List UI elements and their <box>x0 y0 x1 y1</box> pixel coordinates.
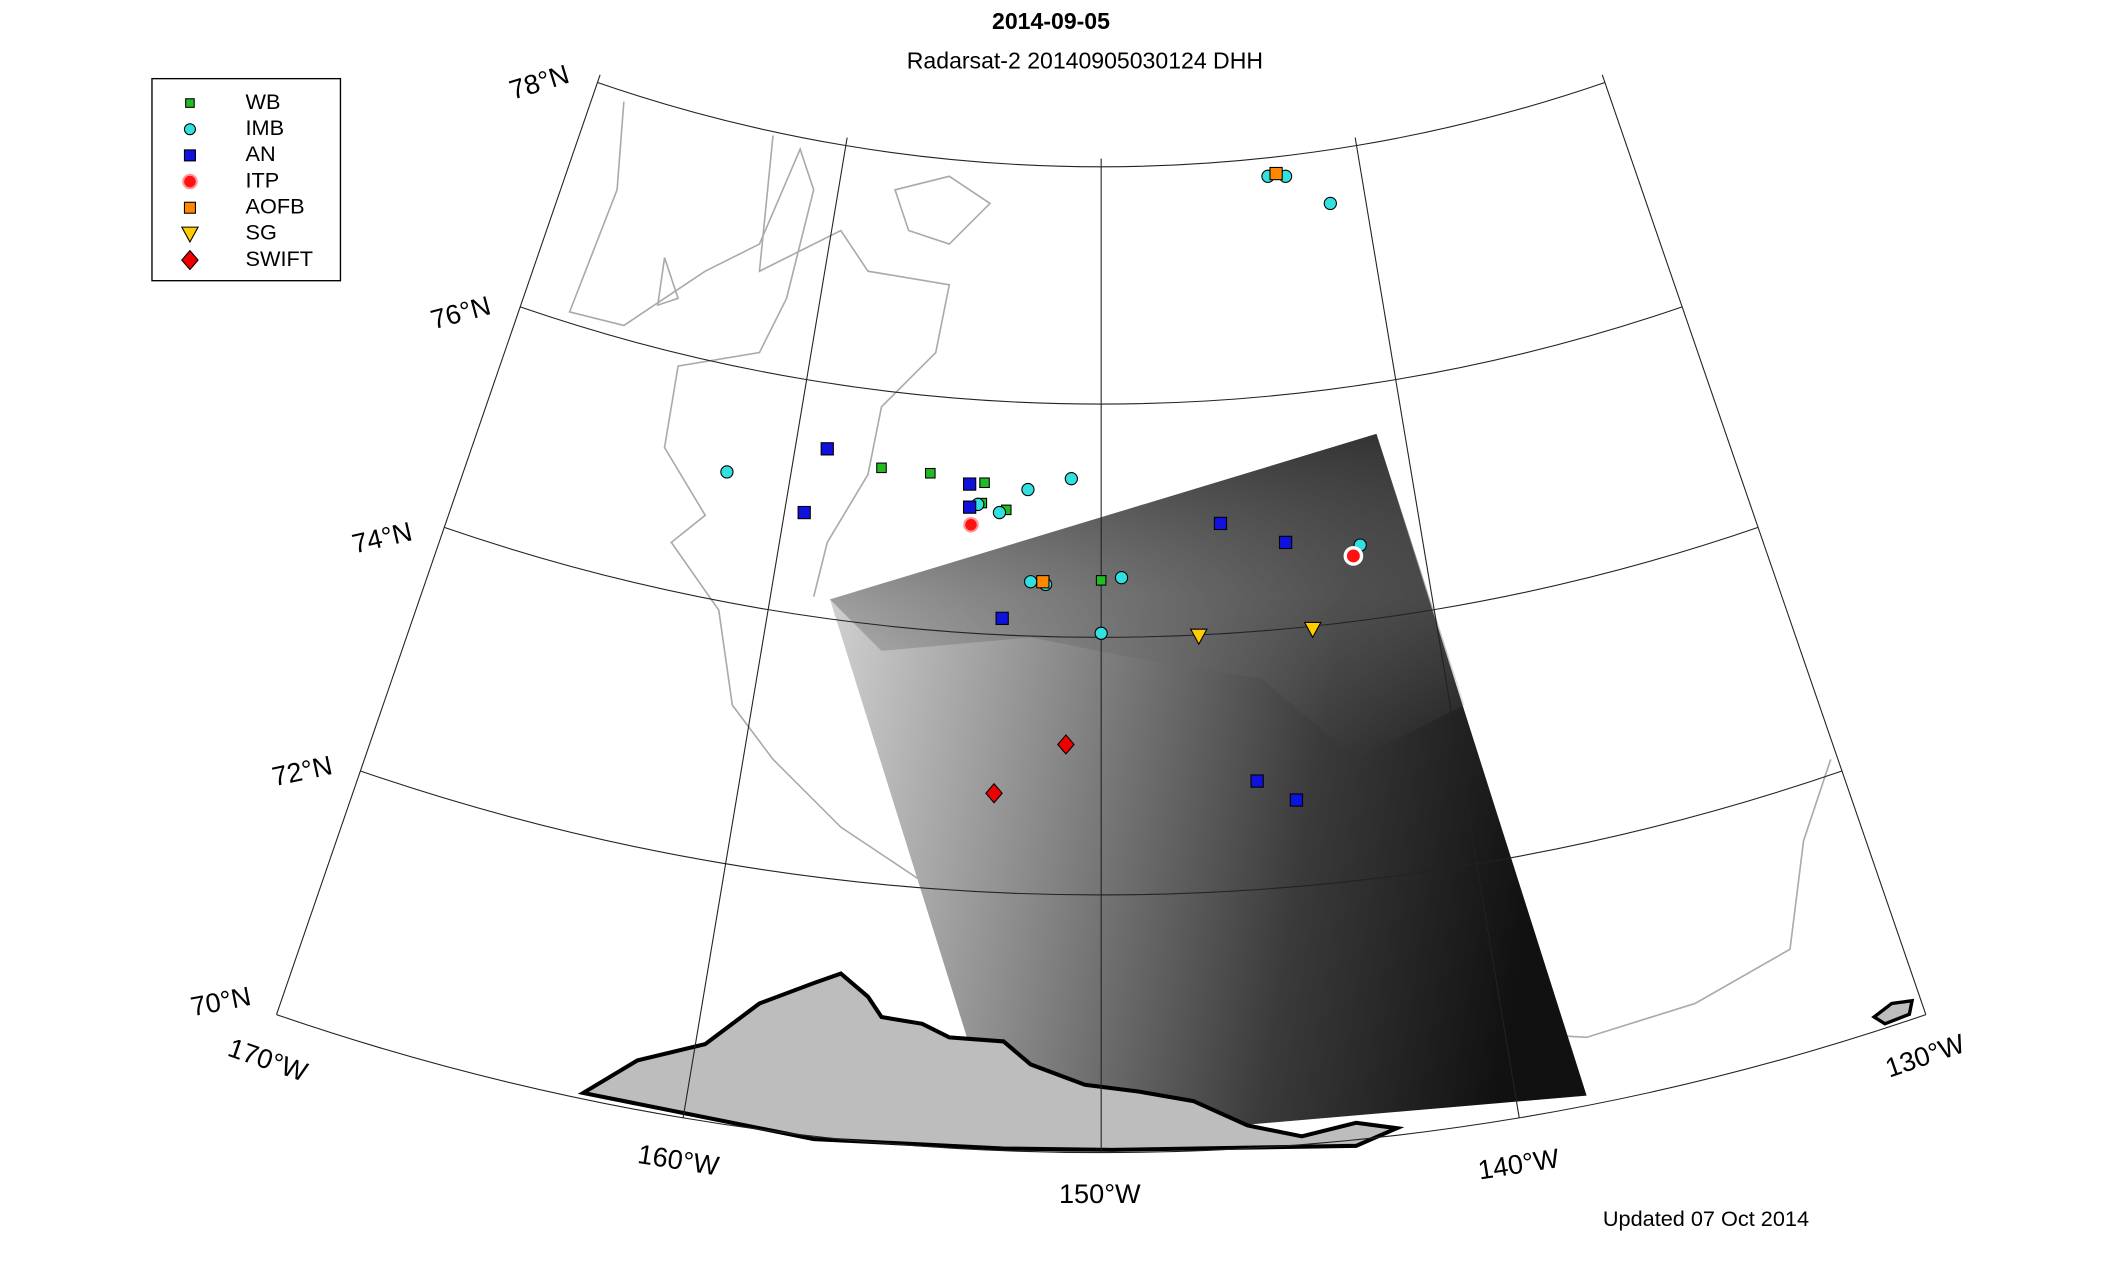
an-marker <box>797 505 811 520</box>
an-marker <box>1250 774 1264 788</box>
legend-label: WB <box>246 89 281 114</box>
meridian <box>682 137 848 1118</box>
wb-marker <box>925 467 936 479</box>
imb-marker <box>1024 575 1038 589</box>
meridian <box>1354 137 1520 1118</box>
imb-marker <box>1323 196 1337 211</box>
aofb-marker <box>183 201 196 214</box>
an-marker <box>183 149 196 162</box>
itp-marker <box>182 173 198 190</box>
wb-marker <box>876 462 887 474</box>
imb-marker <box>1114 571 1129 585</box>
footer: Updated 07 Oct 2014 <box>1603 1206 1809 1231</box>
legend-label: SG <box>246 220 277 245</box>
longitude-label: 150°W <box>1059 1178 1141 1209</box>
aofb-marker <box>1036 575 1050 589</box>
subtitle: Radarsat-2 20140905030124 DHH <box>907 47 1263 73</box>
legend-label: ITP <box>246 167 280 192</box>
graticule <box>275 74 1927 1154</box>
legend-label: IMB <box>246 115 285 140</box>
parallel <box>597 81 1606 168</box>
sg-marker <box>180 226 199 244</box>
latitude-label: 76°N <box>427 290 494 336</box>
swift-marker <box>1057 734 1075 755</box>
swift-marker <box>181 249 199 271</box>
imb-marker <box>992 505 1007 520</box>
swift-marker <box>985 782 1003 804</box>
wb-marker <box>979 477 990 489</box>
imb-marker <box>1094 626 1108 640</box>
sg-marker <box>1303 621 1322 639</box>
an-marker <box>1213 516 1228 531</box>
an-marker <box>820 442 834 456</box>
wb-marker <box>1095 575 1107 586</box>
longitude-label: 140°W <box>1476 1142 1562 1185</box>
aofb-marker <box>1269 166 1283 181</box>
imb-marker <box>1064 472 1078 486</box>
latitude-label: 78°N <box>506 58 573 105</box>
markers <box>720 166 1367 807</box>
alaska <box>577 971 1405 1152</box>
latitude-label: 72°N <box>269 749 335 792</box>
itp-marker <box>963 516 979 533</box>
meridian <box>1601 74 1927 1015</box>
wb-marker <box>185 98 195 108</box>
imb-marker <box>183 123 196 136</box>
title: 2014-09-05 <box>992 8 1110 34</box>
itp-marker <box>1343 546 1364 566</box>
longitude-label: 130°W <box>1881 1027 1969 1083</box>
imb-marker <box>720 465 734 479</box>
meridian <box>275 74 601 1015</box>
legend-label: AOFB <box>246 193 305 218</box>
an-marker <box>1289 793 1304 807</box>
sg-marker <box>1189 628 1208 646</box>
an-marker <box>1278 535 1293 550</box>
sea-ice <box>829 433 1465 760</box>
an-marker <box>995 611 1009 625</box>
longitude-label: 170°W <box>224 1032 312 1088</box>
latitude-label: 70°N <box>188 980 253 1022</box>
an-marker <box>962 477 977 491</box>
imb-marker <box>1021 482 1035 497</box>
legend-label: AN <box>246 141 276 166</box>
legend-label: SWIFT <box>246 246 313 271</box>
island <box>1871 998 1915 1026</box>
latitude-label: 74°N <box>349 515 415 559</box>
an-marker <box>962 500 977 514</box>
longitude-label: 160°W <box>636 1138 722 1181</box>
